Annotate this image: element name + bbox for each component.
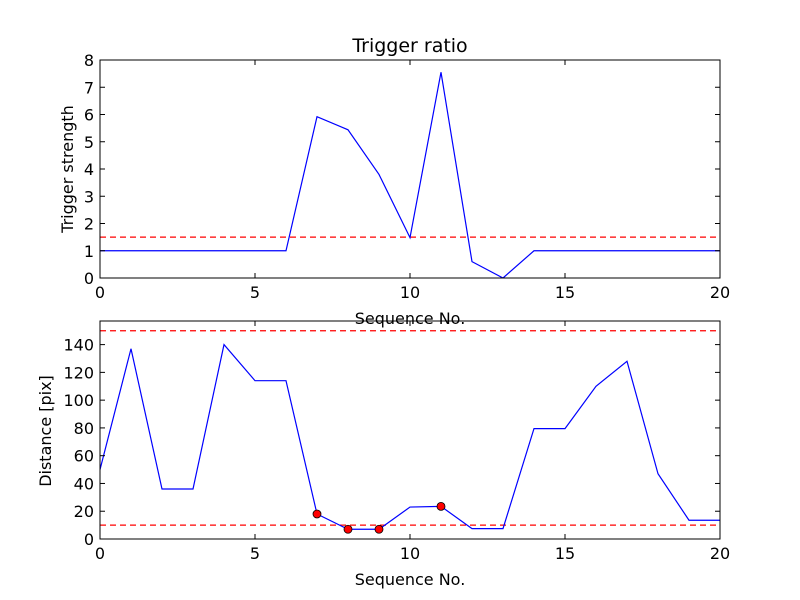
data-point-marker xyxy=(312,509,322,519)
chart-title: Trigger ratio xyxy=(351,35,467,57)
y-tick-label: 3 xyxy=(84,187,94,206)
y-tick-label: 20 xyxy=(74,502,94,521)
y-tick-label: 8 xyxy=(84,51,94,70)
y-tick-label: 40 xyxy=(74,474,94,493)
x-tick-label: 15 xyxy=(555,283,575,302)
y-tick-label: 140 xyxy=(63,336,94,355)
y-tick-label: 120 xyxy=(63,363,94,382)
y-axis-label: Distance [pix] xyxy=(36,375,55,487)
x-tick-label: 0 xyxy=(95,544,105,563)
y-tick-label: 6 xyxy=(84,106,94,125)
x-tick-label: 10 xyxy=(400,544,420,563)
x-tick-label: 0 xyxy=(95,283,105,302)
x-tick-label: 5 xyxy=(250,283,260,302)
distance-chart: Sequence No. Distance [pix] 0 5 10 15 20 0 20 4… xyxy=(36,320,730,589)
x-tick-label: 5 xyxy=(250,544,260,563)
trigger-ratio-chart: Trigger ratio Sequence No. Trigger stren… xyxy=(58,35,730,328)
x-axis-label: Sequence No. xyxy=(355,570,466,589)
x-tick-label: 10 xyxy=(400,283,420,302)
y-tick-label: 5 xyxy=(84,133,94,152)
x-tick-label: 15 xyxy=(555,544,575,563)
y-tick-label: 0 xyxy=(84,530,94,549)
y-tick-label: 4 xyxy=(84,160,94,179)
y-tick-label: 2 xyxy=(84,215,94,234)
x-axis-label: Sequence No. xyxy=(355,309,466,328)
y-tick-label: 1 xyxy=(84,242,94,261)
y-tick-label: 80 xyxy=(74,419,94,438)
y-tick-label: 60 xyxy=(74,447,94,466)
data-point-marker xyxy=(343,524,353,534)
x-tick-label: 20 xyxy=(710,283,730,302)
series-line xyxy=(100,72,720,278)
y-axis-label: Trigger strength xyxy=(58,105,77,234)
x-tick-label: 20 xyxy=(710,544,730,563)
y-tick-label: 0 xyxy=(84,269,94,288)
plot-area xyxy=(100,330,720,530)
data-point-marker xyxy=(436,501,446,511)
data-point-marker xyxy=(374,524,384,534)
y-tick-label: 100 xyxy=(63,391,94,410)
plot-area xyxy=(100,72,720,278)
y-tick-label: 7 xyxy=(84,78,94,97)
series-line xyxy=(100,343,720,530)
